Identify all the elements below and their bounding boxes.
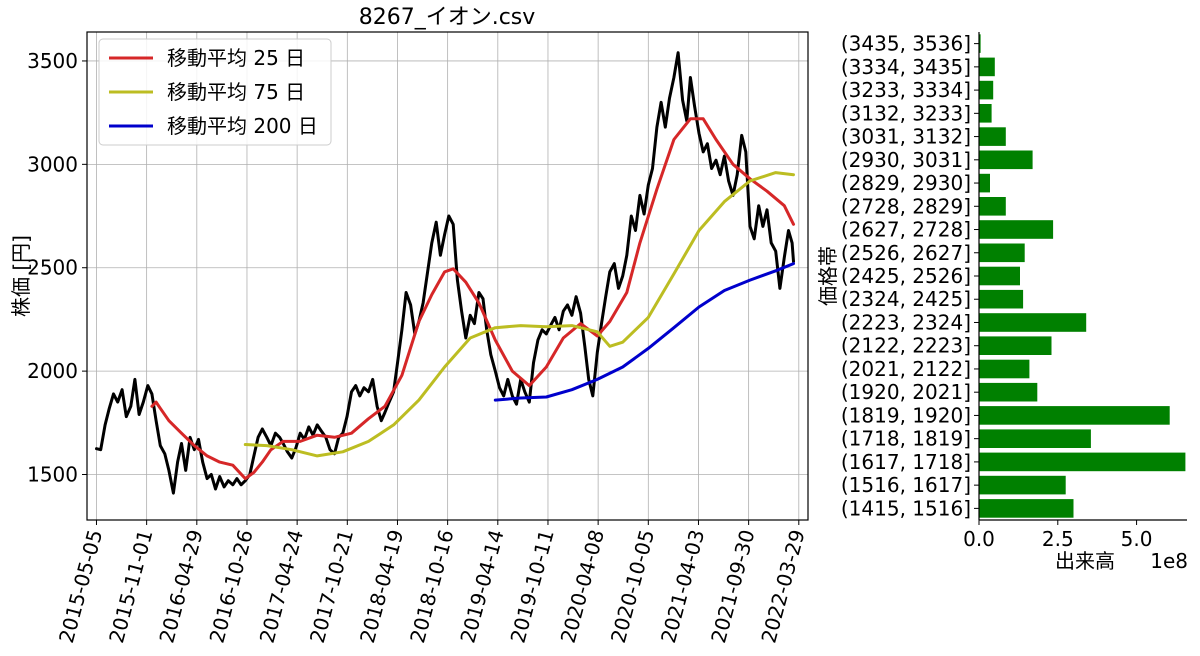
volume-bar [979,429,1091,448]
x-tick-label: 2017-10-21 [305,527,358,645]
price-series-group [95,51,795,495]
legend-label: 移動平均 75 日 [167,80,305,104]
main-y-ticks: 1500 2000 2500 3000 3500 [27,49,87,487]
x-tick-label: 2015-11-01 [104,527,157,645]
price-band-label: (2021, 2122] [841,357,971,381]
x-tick-label: 2015-05-05 [54,527,107,645]
x-tick-label: 2018-04-19 [355,527,408,645]
main-grid [87,32,808,520]
volume-bar [979,220,1054,239]
y-tick-label: 1500 [27,463,78,487]
x-tick-label: 2020-04-08 [556,527,609,645]
price-band-label: (1819, 1920] [841,403,971,427]
x-tick-label: 2019-10-11 [506,527,559,645]
price-band-label: (2627, 2728] [841,218,971,242]
price-band-label: (1415, 1516] [841,496,971,520]
price-band-label: (2829, 2930] [841,171,971,195]
volume-bar [979,289,1024,309]
price-line [95,51,795,495]
x-tick-label: 2020-10-05 [606,527,659,645]
chart-title: 8267_イオン.csv [359,5,536,30]
price-band-label: (2728, 2829] [841,194,971,218]
volume-bar [979,406,1170,425]
volume-bar [979,80,994,100]
x-tick-label: 2017-04-24 [255,527,308,645]
y-axis-label: 株価 [円] [9,235,33,317]
volume-bar [979,104,992,123]
price-band-label: (2122, 2223] [841,334,971,358]
volume-bar [979,150,1033,170]
volume-bar [979,499,1074,518]
volume-y-ticks: (1415, 1516](1516, 1617](1617, 1718](171… [841,32,979,520]
volume-bar [979,127,1006,146]
price-band-label: (1920, 2021] [841,380,971,404]
price-band-label: (1516, 1617] [841,473,971,497]
legend-box [98,38,332,146]
volume-bars-group [979,34,1186,518]
y-tick-label: 2500 [27,256,78,280]
price-band-label: (2324, 2425] [841,287,971,311]
volume-bar [979,359,1030,379]
x-tick-label: 2022-03-29 [756,527,809,645]
x-tick-label: 2019-04-14 [455,527,508,645]
volume-bar [979,475,1066,495]
price-band-label: (3031, 3132] [841,125,971,149]
volume-bar [979,173,990,193]
main-x-ticks: 2015-05-052015-11-012016-04-292016-10-26… [54,520,810,646]
x-tick-label: 2021-09-30 [706,527,759,645]
moving-average-line [493,262,795,402]
volume-bar [979,452,1186,472]
y-tick-label: 3500 [27,49,78,73]
price-band-label: (1617, 1718] [841,450,971,474]
legend-label: 移動平均 200 日 [167,114,318,138]
price-band-label: (3233, 3334] [841,78,971,102]
volume-bar [979,266,1020,286]
volume-bar [979,197,1006,216]
volume-bar [979,336,1052,355]
y-tick-label: 2000 [27,359,78,383]
volume-bar [979,382,1038,402]
legend-label: 移動平均 25 日 [167,46,305,70]
price-band-label: (2223, 2324] [841,310,971,334]
y-tick-label: 3000 [27,152,78,176]
volume-x-tick-label: 5.0 [1121,527,1153,551]
moving-average-line [243,171,795,458]
price-band-label: (3132, 3233] [841,101,971,125]
x-tick-label: 2021-04-03 [656,527,709,645]
x-tick-label: 2016-10-26 [205,527,258,645]
volume-x-tick-label: 2.5 [1042,527,1074,551]
price-band-label: (3435, 3536] [841,32,971,56]
price-band-label: (2425, 2526] [841,264,971,288]
volume-x-tick-label: 0.0 [963,527,995,551]
moving-average-line [150,117,795,481]
x-tick-label: 2018-10-16 [405,527,458,645]
price-band-label: (3334, 3435] [841,55,971,79]
volume-y-axis-label: 価格帯 [816,246,840,306]
volume-bar [979,34,981,53]
volume-x-axis-label: 出来高 [1055,549,1115,573]
volume-x-ticks: 0.0 2.5 5.0 [963,520,1152,551]
x-tick-label: 2016-04-29 [154,527,207,645]
volume-scale-label: 1e8 [1150,549,1188,573]
price-band-label: (1718, 1819] [841,427,971,451]
volume-bar [979,313,1087,332]
volume-bar [979,243,1025,263]
volume-bar [979,57,995,77]
price-band-label: (2526, 2627] [841,241,971,265]
price-band-label: (2930, 3031] [841,148,971,172]
